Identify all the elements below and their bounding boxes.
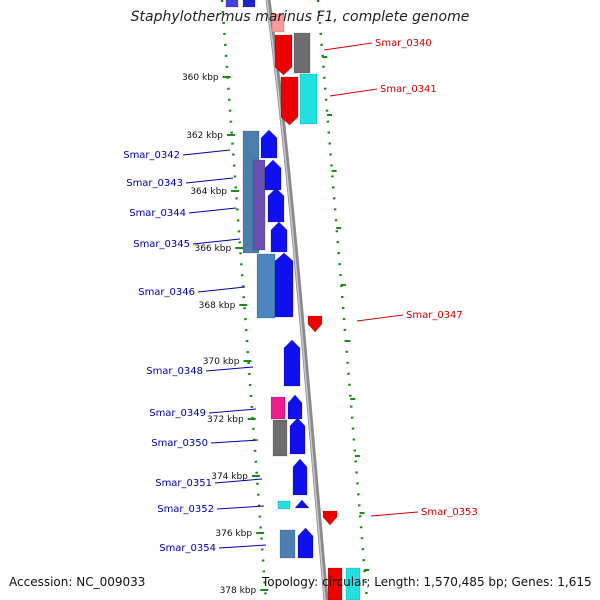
gene-label: Smar_0351 — [155, 478, 212, 489]
gene-label: Smar_0345 — [133, 239, 190, 250]
gene-leader-line — [370, 511, 419, 517]
gene-leader-line — [192, 238, 241, 245]
gene-arrow — [283, 339, 301, 387]
genome-summary: Topology: circular; Length: 1,570,485 bp… — [262, 575, 592, 589]
gene-arrow — [287, 394, 303, 420]
gene-block — [271, 13, 285, 33]
gene-arrow — [297, 527, 314, 559]
gene-label: Smar_0344 — [129, 208, 186, 219]
gene-leader-line — [185, 177, 234, 184]
gene-block — [252, 159, 266, 251]
gene-label: Smar_0350 — [151, 438, 208, 449]
gene-arrow — [280, 76, 299, 126]
gene-label: Smar_0343 — [126, 178, 183, 189]
gene-block — [256, 253, 276, 319]
gene-leader-line — [329, 88, 378, 97]
gene-leader-line — [214, 478, 263, 484]
genome-title: Staphylothermus marinus F1, complete gen… — [130, 9, 470, 25]
gene-block — [345, 567, 361, 600]
gene-arrow — [264, 159, 282, 191]
gene-block — [277, 500, 291, 510]
ruler-tick-label: 360 kbp — [182, 73, 219, 83]
gene-block — [270, 396, 286, 420]
gene-block — [272, 419, 288, 457]
gene-leader-line — [218, 544, 267, 549]
gene-leader-line — [323, 42, 373, 51]
gene-label: Smar_0348 — [146, 366, 203, 377]
ruler-tick-label: 370 kbp — [203, 357, 240, 367]
gene-leader-line — [205, 366, 254, 372]
gene-arrow — [260, 129, 278, 159]
gene-label: Smar_0353 — [421, 507, 478, 518]
gene-label: Smar_0347 — [406, 310, 463, 321]
gene-label: Smar_0341 — [380, 84, 437, 95]
gene-block — [225, 0, 239, 8]
gene-label: Smar_0340 — [375, 38, 432, 49]
gene-leader-line — [356, 314, 404, 322]
backbone-highlight — [266, 0, 326, 600]
gene-leader-line — [216, 505, 265, 510]
genome-backbone — [265, 0, 329, 600]
gene-label: Smar_0349 — [149, 408, 206, 419]
gene-arrow — [270, 221, 288, 253]
ruler-tick-label: 372 kbp — [207, 415, 244, 425]
gene-block — [293, 32, 311, 74]
gene-block — [242, 0, 256, 8]
gene-leader-line — [182, 149, 231, 156]
gene-label: Smar_0354 — [159, 543, 216, 554]
gene-leader-line — [210, 439, 259, 444]
gene-label: Smar_0342 — [123, 150, 180, 161]
ruler-tick-label: 368 kbp — [199, 301, 236, 311]
gene-arrow — [307, 315, 323, 333]
ruler-tick-label: 364 kbp — [190, 187, 227, 197]
ruler-tick-label: 366 kbp — [194, 244, 231, 254]
gene-block — [327, 567, 343, 600]
gene-arrow — [274, 252, 294, 318]
gene-label: Smar_0346 — [138, 287, 195, 298]
gene-block — [299, 73, 318, 125]
gene-label: Smar_0352 — [157, 504, 214, 515]
ruler-tick-label: 374 kbp — [211, 472, 248, 482]
gene-leader-line — [208, 408, 257, 414]
gene-leader-line — [197, 286, 246, 293]
ruler-tick-label: 376 kbp — [215, 529, 252, 539]
gene-arrow — [274, 34, 293, 76]
ruler-tick-label: 378 kbp — [220, 586, 257, 596]
gene-arrow — [267, 187, 285, 223]
gene-arrow — [292, 458, 308, 496]
gene-arrow — [289, 417, 306, 455]
gene-block — [279, 529, 296, 559]
gene-arrow — [322, 510, 338, 526]
inner-ruler — [220, 0, 268, 600]
outer-ruler — [316, 0, 369, 600]
ruler-tick-label: 362 kbp — [186, 131, 223, 141]
accession-label: Accession: NC_009033 — [9, 575, 146, 589]
gene-arrow — [294, 499, 310, 509]
gene-leader-line — [188, 207, 237, 214]
